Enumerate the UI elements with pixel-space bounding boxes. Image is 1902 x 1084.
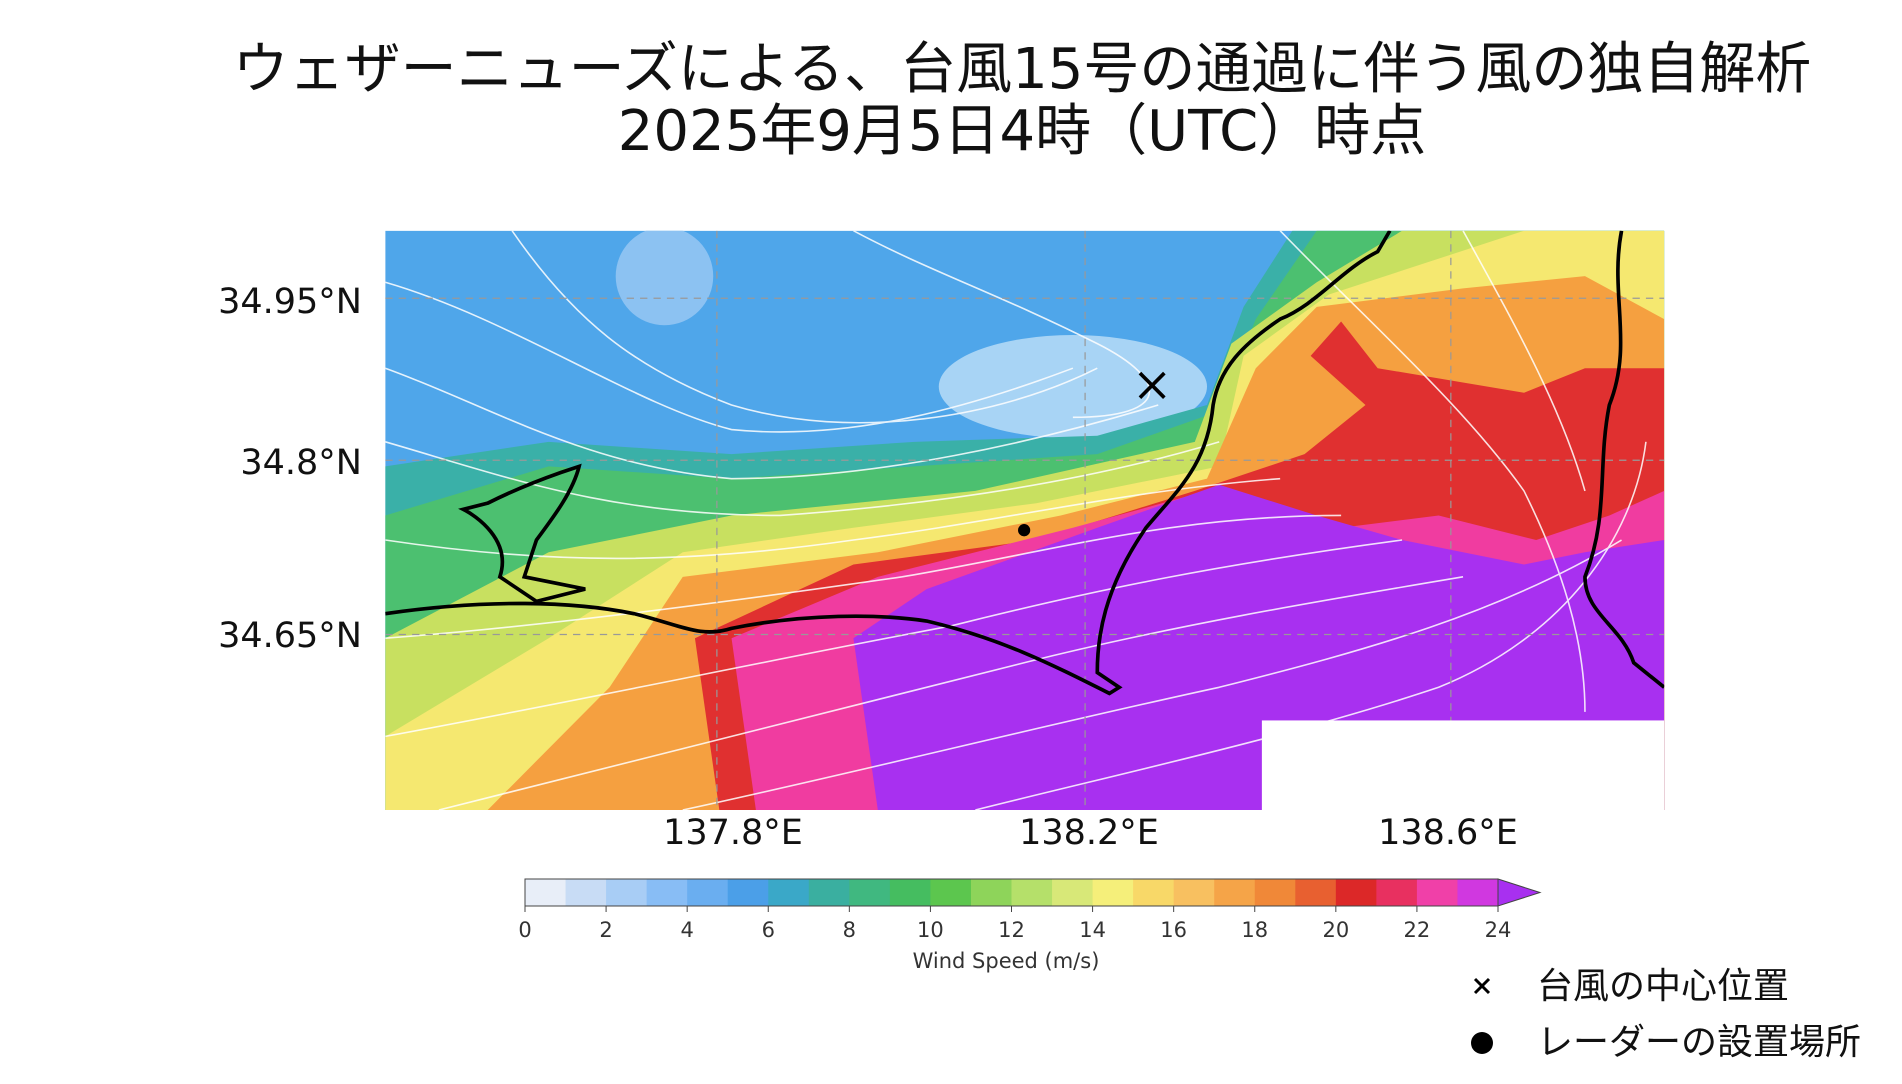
colorbar-segment [1376, 879, 1418, 906]
colorbar-segment [606, 879, 648, 906]
map [385, 230, 1665, 811]
streamlines [385, 230, 1647, 811]
legend-label: レーダーの設置場所 [1537, 1022, 1861, 1063]
title-line: ウェザーニューズによる、台風15号の通過に伴う風の独自解析 [233, 37, 1812, 102]
colorbar-tick-label: 20 [1322, 918, 1349, 942]
colorbar-segment [1416, 879, 1458, 906]
no-data [1261, 720, 1665, 811]
colorbar-segment [1133, 879, 1175, 906]
colorbar-extend [1497, 878, 1542, 907]
colorbar-segment [687, 879, 729, 906]
legend-symbol [1473, 977, 1491, 995]
lon-label: 138.2°E [1019, 813, 1159, 853]
colorbar-tick-label: 6 [762, 918, 775, 942]
colorbar-segment [970, 879, 1012, 906]
colorbar-tick-label: 8 [843, 918, 856, 942]
wind-field [615, 230, 714, 326]
colorbar-segment [525, 879, 567, 906]
colorbar-segment [808, 879, 850, 906]
colorbar-segment [1335, 879, 1377, 906]
colorbar-tick-label: 12 [998, 918, 1025, 942]
colorbar-segment [1457, 879, 1499, 906]
colorbar-tick-label: 2 [599, 918, 612, 942]
colorbar-tick-label: 14 [1079, 918, 1106, 942]
lon-label: 137.8°E [663, 813, 803, 853]
colorbar-segment [768, 879, 810, 906]
colorbar-segment [646, 879, 688, 906]
coastline [385, 230, 1665, 696]
colorbar-segment [1011, 879, 1053, 906]
wind-field [938, 335, 1208, 439]
radar-site [1018, 524, 1031, 537]
colorbar-segment [849, 879, 891, 906]
colorbar-segment [565, 879, 607, 906]
lat-label: 34.65°N [218, 616, 362, 656]
colorbar-segment [1052, 879, 1094, 906]
colorbar-segment [1295, 879, 1337, 906]
legend: 台風の中心位置 レーダーの設置場所 [1471, 966, 1861, 1063]
colorbar-segment [930, 879, 972, 906]
lon-label: 138.6°E [1378, 813, 1518, 853]
colorbar-tick-label: 4 [680, 918, 693, 942]
colorbar-tick-label: 0 [518, 918, 531, 942]
lat-label: 34.8°N [240, 443, 362, 483]
typhoon-center [1138, 371, 1166, 399]
graticule [385, 230, 1665, 811]
legend-symbol [1471, 1032, 1493, 1054]
colorbar-tick-label: 18 [1241, 918, 1268, 942]
title-line: 2025年9月5日4時（UTC）時点 [618, 99, 1426, 164]
colorbar-segment [1173, 879, 1215, 906]
legend-label: 台風の中心位置 [1537, 966, 1789, 1007]
colorbar-segment [1214, 879, 1256, 906]
colorbar-tick-label: 16 [1160, 918, 1187, 942]
colorbar-tick-label: 24 [1485, 918, 1512, 942]
colorbar-segment [727, 879, 769, 906]
colorbar-segment [1254, 879, 1296, 906]
colorbar-segment [889, 879, 931, 906]
lat-label: 34.95°N [218, 282, 362, 322]
colorbar-segment [1092, 879, 1134, 906]
colorbar-tick-label: 10 [917, 918, 944, 942]
colorbar-label: Wind Speed (m/s) [913, 949, 1100, 973]
colorbar-tick-label: 22 [1404, 918, 1431, 942]
